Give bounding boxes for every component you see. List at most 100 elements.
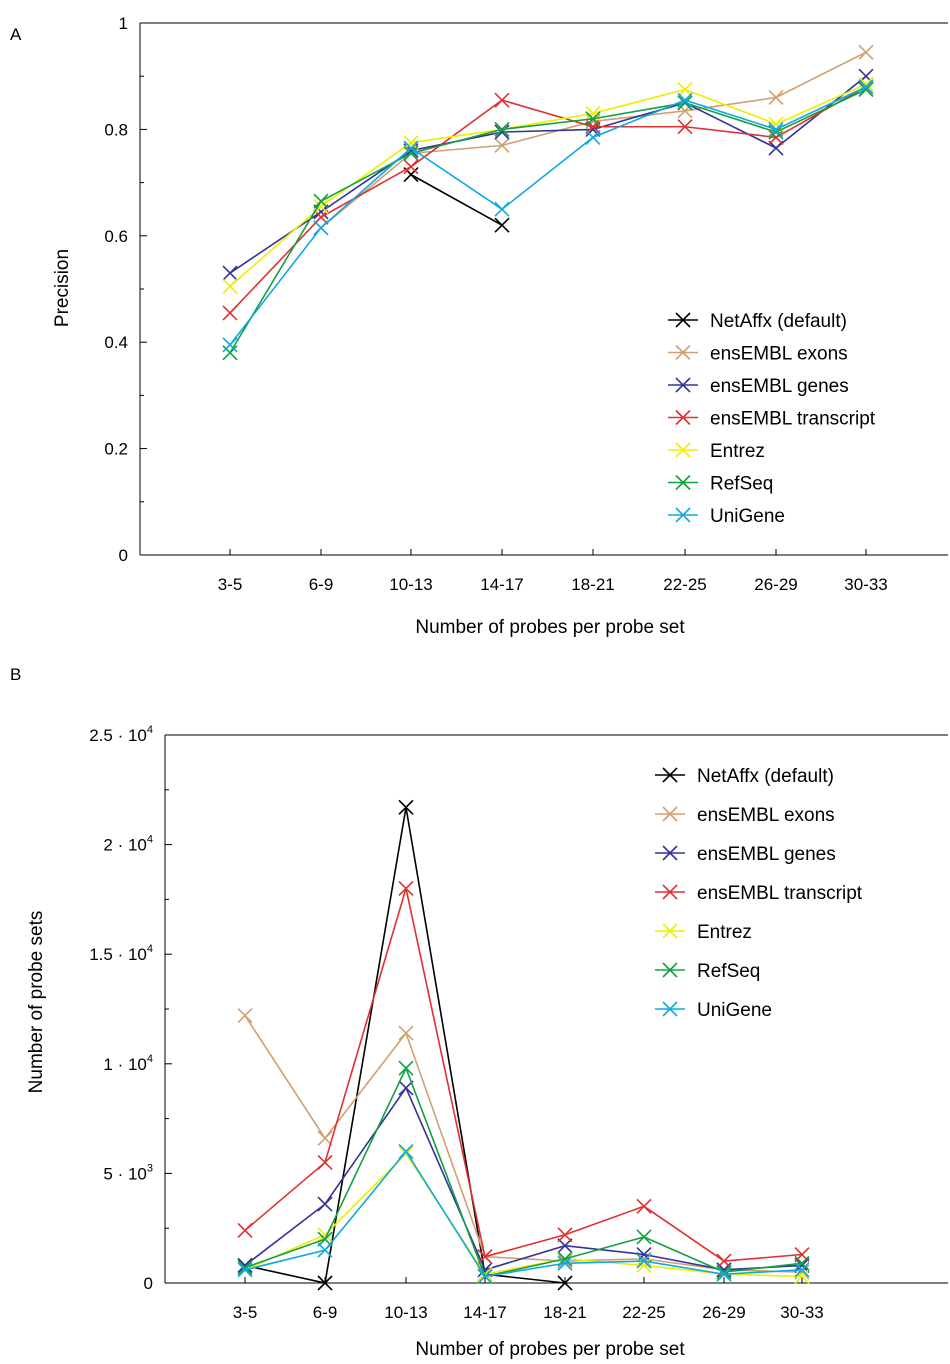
legend-label: RefSeq [710,474,773,495]
series-line [244,807,566,1284]
data-point [477,1268,493,1284]
data-point [636,1229,652,1245]
legend-item: ensEMBL transcript [655,883,863,904]
legend-item: Entrez [655,922,752,943]
data-point [398,1143,414,1160]
legend-item: Entrez [668,441,765,462]
series-line [244,1066,803,1278]
y-tick-label-base: 1.5 · 10 [89,945,147,964]
legend-item: ensEMBL transcript [668,409,876,430]
x-tick-label: 18-21 [571,575,614,594]
legend-item: ensEMBL genes [668,376,849,397]
data-point [557,1253,573,1269]
data-point [557,1227,573,1243]
data-point [237,1262,253,1278]
data-point [858,68,874,84]
data-point [494,137,510,153]
data-point [313,204,329,220]
data-point [398,1080,414,1096]
data-point [317,1242,333,1258]
y-tick-label: 1 [119,14,128,33]
data-point [677,81,693,98]
series-ensembl-genes [222,68,874,281]
legend-item: UniGene [668,506,785,527]
data-point [313,220,329,236]
data-point [716,1253,732,1269]
data-point [222,265,238,281]
legend-swatch-marker [662,923,678,939]
legend-swatch-marker [662,767,678,783]
legend-swatch-marker [662,806,678,822]
legend-label: NetAffx (default) [710,311,847,332]
data-point [585,111,601,127]
data-point [313,198,329,215]
legend-swatch-marker [675,312,691,328]
data-point [222,305,238,321]
data-point [585,119,601,135]
data-point [222,278,238,294]
series-line [229,83,867,287]
y-tick-label-base: 0.6 [104,227,128,246]
legend-item: ensEMBL exons [668,344,848,365]
y-tick-label-exponent: 3 [147,1162,153,1174]
data-point [794,1268,810,1284]
legend: NetAffx (default) ensEMBL exons ensEMBL ge… [655,766,863,1021]
legend-swatch-marker [675,474,691,491]
data-point [677,103,693,119]
legend-item: NetAffx (default) [668,311,847,332]
legend-label: RefSeq [697,961,760,982]
data-point [317,1275,333,1291]
data-point [768,116,784,132]
legend-label: ensEMBL exons [697,805,835,826]
series-line [320,51,867,229]
data-point [636,1253,652,1269]
data-point [477,1249,493,1265]
y-tick-label: 0.4 [104,333,128,352]
legend-label: ensEMBL genes [697,844,836,865]
data-point [557,1255,573,1271]
series-line [229,86,867,346]
series-ensembl-transcript [222,79,874,321]
legend-swatch-marker [675,409,691,426]
series-refseq [237,1060,810,1284]
legend-swatch-marker [675,442,691,458]
series-line [229,75,867,274]
data-point [858,44,874,60]
data-point [677,95,693,111]
legend-label: UniGene [710,506,785,527]
series-entrez [237,1146,810,1284]
y-tick-label: 0.2 [104,440,128,459]
legend-label: ensEMBL transcript [710,409,876,430]
data-point [494,92,510,108]
data-point [403,135,419,151]
x-axis-label: Number of probes per probe set [415,617,685,638]
legend-label: ensEMBL exons [710,344,848,365]
precision-chart: 0 0.2 0.4 0.6 0.8 1 3-5 6-9 10-13 14-17 18-21 22-25… [52,14,948,638]
x-tick-label: 10-13 [384,1303,427,1322]
legend-swatch-marker [662,962,678,978]
series-netaffx-default [403,167,510,233]
x-tick-label: 26-29 [702,1303,745,1322]
legend-item: ensEMBL exons [655,805,835,826]
data-point [398,799,414,815]
data-point [494,124,510,140]
legend-label: Entrez [697,922,752,943]
legend-swatch-marker [675,507,691,523]
data-point [222,345,238,361]
y-tick-label: 2 · 104 [103,834,153,855]
series-netaffx-default [237,799,573,1291]
x-tick-label: 3-5 [218,575,243,594]
data-point [317,1130,333,1146]
data-point [237,1257,253,1274]
x-tick-label: 30-33 [844,575,887,594]
legend-label: ensEMBL transcript [697,883,863,904]
data-point [398,880,414,897]
data-point [636,1246,652,1263]
legend: NetAffx (default) ensEMBL exons ensEMBL ge… [668,311,876,527]
series-unigene [222,79,874,353]
y-axis-label: Number of probe sets [26,911,47,1094]
x-tick-label: 22-25 [663,575,706,594]
series-line [410,173,503,226]
